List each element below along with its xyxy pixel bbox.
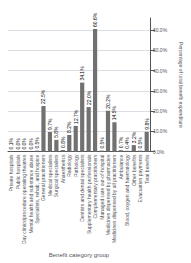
svg-text:14.5%: 14.5% bbox=[111, 106, 117, 121]
svg-text:0.4%: 0.4% bbox=[124, 137, 130, 149]
svg-text:20.0%: 20.0% bbox=[153, 108, 168, 114]
svg-text:Percentage of total benefit ex: Percentage of total benefit expenditure bbox=[178, 42, 184, 128]
svg-text:Specialists, rehab, and hospic: Specialists, rehab, and hospice bbox=[34, 154, 40, 223]
svg-text:Complementary practitioners: Complementary practitioners bbox=[92, 154, 98, 218]
svg-text:30.0%: 30.0% bbox=[153, 88, 168, 94]
svg-text:0.5%: 0.5% bbox=[99, 137, 105, 149]
svg-text:60.6%: 60.6% bbox=[92, 12, 98, 27]
svg-text:22.5%: 22.5% bbox=[40, 89, 46, 104]
svg-text:0.8%: 0.8% bbox=[60, 136, 66, 148]
svg-text:0.7%: 0.7% bbox=[118, 136, 124, 148]
svg-text:Dentists and dental specialist: Dentists and dental specialists bbox=[79, 154, 85, 222]
svg-text:General practitioners: General practitioners bbox=[40, 154, 46, 201]
svg-text:Private hospitals: Private hospitals bbox=[8, 154, 14, 191]
svg-text:Supplementary health professio: Supplementary health professionals bbox=[86, 154, 92, 234]
svg-text:Medical specialists: Medical specialists bbox=[47, 154, 53, 196]
svg-text:40.0%: 40.0% bbox=[153, 68, 168, 74]
svg-text:Mental health and substance ab: Mental health and substance abuse bbox=[28, 154, 34, 233]
svg-text:Medicines dispensed by pharmac: Medicines dispensed by pharmacies bbox=[105, 154, 111, 235]
svg-text:Evacuation payments: Evacuation payments bbox=[137, 154, 143, 202]
svg-text:34.1%: 34.1% bbox=[79, 66, 85, 81]
svg-text:0.1%: 0.1% bbox=[8, 137, 14, 149]
svg-text:0.0%: 0.0% bbox=[153, 149, 165, 155]
svg-text:12.7%: 12.7% bbox=[73, 109, 79, 124]
svg-text:3.2%: 3.2% bbox=[131, 131, 137, 143]
svg-text:20.2%: 20.2% bbox=[105, 94, 111, 109]
svg-text:9.8%: 9.8% bbox=[144, 118, 150, 130]
svg-text:Pathology: Pathology bbox=[73, 154, 79, 177]
svg-text:0.5%: 0.5% bbox=[137, 137, 143, 149]
svg-text:22.0%: 22.0% bbox=[86, 90, 92, 105]
svg-text:0.0%: 0.0% bbox=[21, 138, 27, 150]
svg-text:Radiology: Radiology bbox=[66, 154, 72, 177]
svg-text:8.2%: 8.2% bbox=[66, 121, 72, 133]
svg-text:5.8%: 5.8% bbox=[53, 126, 59, 138]
svg-text:0.0%: 0.0% bbox=[15, 138, 21, 150]
svg-text:Other benefits: Other benefits bbox=[131, 154, 137, 186]
svg-text:Ambulance: Ambulance bbox=[118, 154, 124, 179]
svg-text:Public hospitals: Public hospitals bbox=[15, 154, 21, 189]
svg-text:50.0%: 50.0% bbox=[153, 47, 168, 53]
svg-text:Total benefits: Total benefits bbox=[144, 154, 150, 184]
svg-text:10.0%: 10.0% bbox=[153, 128, 168, 134]
svg-text:Day clinics/procedure operatin: Day clinics/procedure operating theatres bbox=[21, 154, 27, 244]
svg-text:0.0%: 0.0% bbox=[28, 138, 34, 150]
svg-text:0.5%: 0.5% bbox=[34, 137, 40, 149]
svg-text:Surgical specialists: Surgical specialists bbox=[53, 154, 59, 197]
svg-text:Managed care out-of-hospital: Managed care out-of-hospital bbox=[99, 155, 105, 220]
svg-text:Blood, oxygen and haematology: Blood, oxygen and haematology bbox=[124, 154, 130, 226]
svg-text:Anaesthetics: Anaesthetics bbox=[60, 154, 66, 183]
svg-text:Medicines dispensed by all pra: Medicines dispensed by all practitioners bbox=[111, 154, 117, 243]
svg-text:9.7%: 9.7% bbox=[47, 118, 53, 130]
svg-text:Benefit category group: Benefit category group bbox=[49, 252, 110, 258]
svg-text:60.0%: 60.0% bbox=[153, 27, 168, 33]
